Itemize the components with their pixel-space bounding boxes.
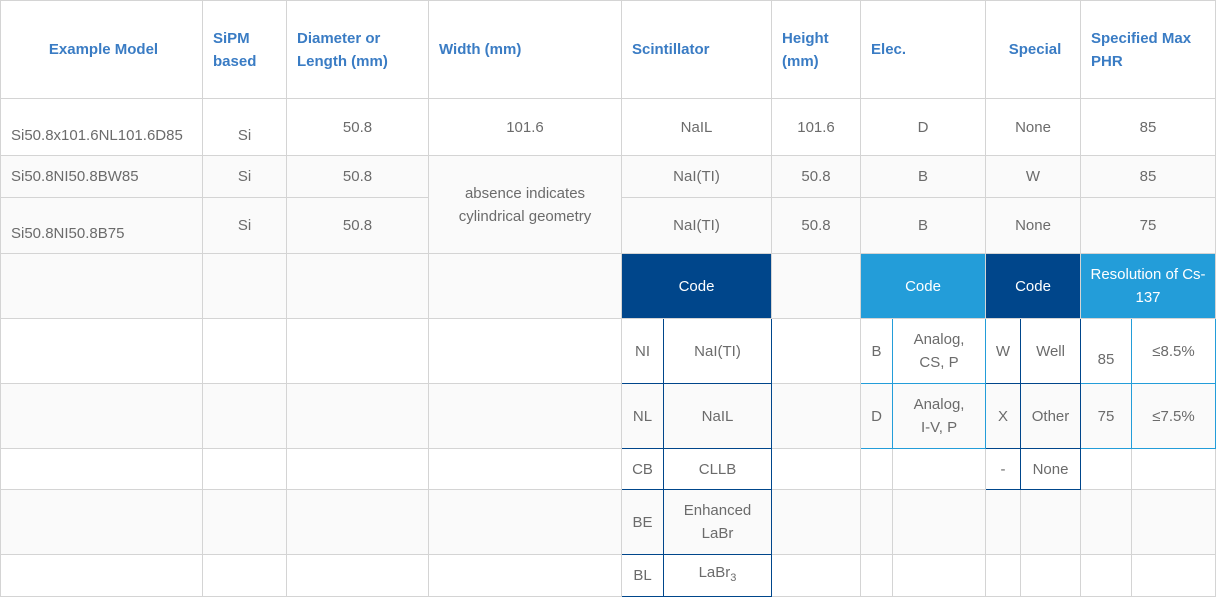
legend-row: CB CLLB - None — [0, 448, 1217, 490]
elec-name: Analog, I-V, P — [892, 383, 987, 449]
cell-scintillator: NaIL — [620, 98, 773, 156]
cell-diameter: 50.8 — [286, 197, 429, 254]
elec-code-header: Code — [860, 253, 987, 319]
header-elec: Elec. — [860, 0, 987, 99]
cell-width: 101.6 — [428, 98, 622, 156]
scint-code: NI — [621, 318, 664, 384]
cell-elec: B — [860, 197, 987, 254]
resolution-header: Resolution of Cs-137 — [1080, 253, 1217, 319]
legend-row: BL LaBr3 — [0, 554, 1217, 597]
header-diameter: Diameter or Length (mm) — [286, 0, 429, 99]
cell-sipm: Si — [202, 197, 287, 254]
table-row: Si50.8NI50.8B75 Si 50.8 NaI(TI) 50.8 B N… — [0, 197, 1217, 254]
cell-special: W — [985, 155, 1082, 198]
scint-code: BL — [621, 554, 664, 597]
table-row: Si50.8NI50.8BW85 Si 50.8 absence indicat… — [0, 155, 1217, 254]
special-name: Well — [1020, 318, 1082, 384]
cell-height: 50.8 — [771, 155, 862, 198]
legend-header-row: Code Code Code Resolution of Cs-137 — [0, 253, 1217, 319]
cell-sipm: Si — [202, 98, 287, 156]
special-name: Other — [1020, 383, 1082, 449]
cell-phr: 75 — [1080, 197, 1217, 254]
cell-special: None — [985, 98, 1082, 156]
cell-phr: 85 — [1080, 155, 1217, 198]
cell-elec: D — [860, 98, 987, 156]
cell-elec: B — [860, 155, 987, 198]
resolution-phr: 75 — [1080, 383, 1133, 449]
header-height: Height (mm) — [771, 0, 862, 99]
scint-name: NaIL — [662, 383, 773, 449]
header-row: Example Model SiPM based Diameter or Len… — [0, 0, 1217, 99]
special-code: X — [985, 383, 1022, 449]
header-scintillator: Scintillator — [620, 0, 773, 99]
special-code-header: Code — [985, 253, 1082, 319]
special-name: None — [1020, 448, 1082, 490]
scint-name: NaI(TI) — [662, 318, 773, 384]
scint-name: LaBr3 — [662, 554, 773, 597]
legend-row: NL NaIL D Analog, I-V, P X Other 75 ≤7.5… — [0, 383, 1217, 449]
cell-height: 50.8 — [771, 197, 862, 254]
cell-scintillator: NaI(TI) — [620, 155, 773, 198]
table-row: Si50.8x101.6NL101.6D85 Si 50.8 101.6 NaI… — [0, 98, 1217, 156]
resolution-phr: 85 — [1080, 318, 1133, 384]
width-note: absence indicates cylindrical geometry — [428, 155, 622, 254]
subscript: 3 — [730, 572, 737, 584]
resolution-value: ≤8.5% — [1131, 318, 1217, 384]
cell-model: Si50.8NI50.8BW85 — [0, 155, 203, 198]
header-phr: Specified Max PHR — [1080, 0, 1217, 99]
cell-phr: 85 — [1080, 98, 1217, 156]
scint-name-text: LaBr — [698, 564, 731, 581]
cell-diameter: 50.8 — [286, 155, 429, 198]
header-special: Special — [985, 0, 1082, 99]
scint-code: NL — [621, 383, 664, 449]
scint-name: Enhanced LaBr — [662, 489, 773, 555]
cell-height: 101.6 — [771, 98, 862, 156]
header-sipm: SiPM based — [202, 0, 287, 99]
scint-code: CB — [621, 448, 664, 490]
legend-row: NI NaI(TI) B Analog, CS, P W Well 85 ≤8.… — [0, 318, 1217, 384]
elec-code: B — [860, 318, 894, 384]
elec-code: D — [860, 383, 894, 449]
cell-model: Si50.8x101.6NL101.6D85 — [0, 98, 203, 156]
cell-special: None — [985, 197, 1082, 254]
scint-name: CLLB — [662, 448, 773, 490]
elec-name: Analog, CS, P — [892, 318, 987, 384]
cell-model: Si50.8NI50.8B75 — [0, 197, 203, 254]
resolution-value: ≤7.5% — [1131, 383, 1217, 449]
special-code: W — [985, 318, 1022, 384]
cell-scintillator: NaI(TI) — [620, 197, 773, 254]
scint-code-header: Code — [620, 253, 773, 319]
cell-diameter: 50.8 — [286, 98, 429, 156]
special-code: - — [985, 448, 1022, 490]
header-width: Width (mm) — [428, 0, 622, 99]
legend-row: BE Enhanced LaBr — [0, 489, 1217, 555]
header-model: Example Model — [0, 0, 203, 99]
scint-code: BE — [621, 489, 664, 555]
cell-sipm: Si — [202, 155, 287, 198]
